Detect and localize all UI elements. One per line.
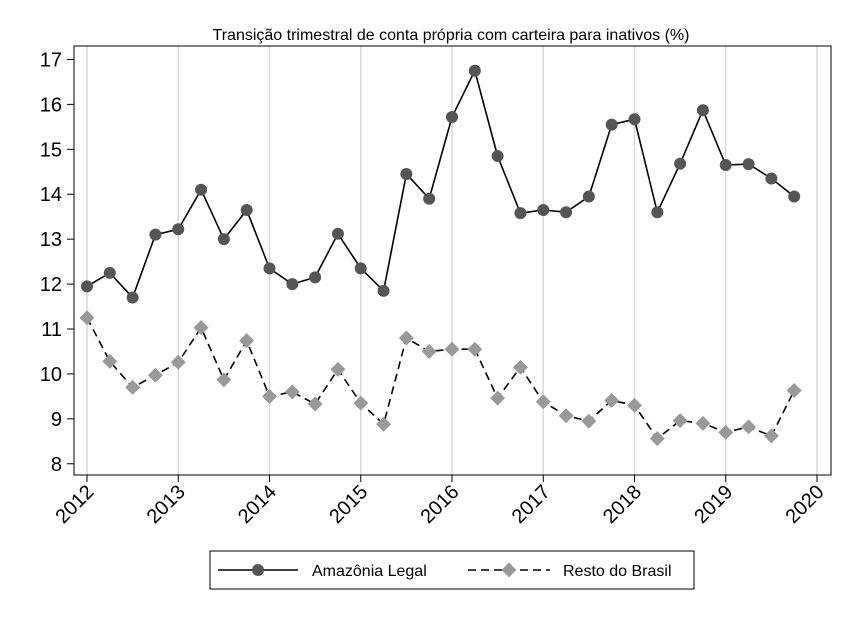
x-tick-label: 2016	[417, 481, 464, 528]
y-tick-label: 17	[40, 49, 62, 71]
legend-marker	[501, 562, 517, 578]
data-point	[149, 228, 162, 241]
series-line	[86, 317, 795, 440]
data-point	[102, 353, 118, 369]
y-tick-label: 16	[40, 94, 62, 116]
series-resto-do-brasil	[79, 310, 802, 447]
x-tick-label: 2020	[782, 481, 829, 528]
data-point	[512, 359, 528, 375]
data-point	[560, 206, 573, 219]
data-point	[491, 150, 504, 163]
data-point	[239, 333, 255, 349]
data-point	[468, 64, 481, 77]
x-tick-label: 2014	[234, 481, 281, 528]
y-tick-label: 13	[40, 229, 62, 251]
series-line	[86, 68, 795, 300]
data-point	[765, 172, 778, 185]
data-point	[719, 159, 732, 172]
y-tick-label: 8	[51, 454, 62, 476]
x-tick-label: 2018	[599, 481, 646, 528]
data-point	[354, 262, 367, 275]
data-point	[627, 397, 642, 413]
data-point	[103, 266, 116, 279]
legend-label: Resto do Brasil	[563, 563, 672, 580]
series-layer	[79, 64, 802, 447]
data-point	[81, 280, 93, 293]
data-point	[217, 233, 230, 246]
data-point	[353, 395, 369, 411]
data-point	[307, 396, 323, 412]
data-point	[674, 157, 687, 170]
data-point	[309, 271, 322, 284]
axes: 2012 2013 2014 2015 2016 2017 2018 2019 2020 8 9 10…	[40, 49, 829, 528]
data-point	[672, 413, 688, 429]
data-point	[400, 168, 413, 181]
data-point	[398, 330, 414, 346]
data-point	[742, 158, 755, 171]
data-point	[240, 203, 253, 216]
data-point	[216, 372, 232, 388]
data-point	[718, 424, 734, 440]
data-point	[535, 394, 551, 410]
data-point	[147, 367, 163, 383]
data-point	[376, 416, 392, 432]
data-point	[628, 113, 641, 126]
data-point	[125, 379, 141, 395]
data-point	[172, 223, 185, 236]
data-point	[649, 431, 665, 447]
series-amazônia-legal	[81, 64, 801, 304]
legend: Amazônia Legal Resto do Brasil	[209, 550, 695, 590]
y-tick-label: 9	[51, 409, 62, 431]
data-point	[558, 408, 574, 424]
data-point	[582, 190, 595, 203]
x-tick-label: 2015	[325, 481, 372, 528]
data-point	[330, 361, 346, 377]
chart-title: Transição trimestral de conta própria co…	[213, 27, 690, 44]
data-point	[377, 284, 390, 297]
data-point	[604, 392, 620, 408]
data-point	[263, 262, 276, 275]
y-tick-label: 11	[41, 319, 62, 341]
x-tick-label: 2019	[690, 481, 737, 528]
data-point	[286, 278, 299, 291]
data-point	[193, 320, 209, 336]
data-point	[467, 341, 483, 357]
y-tick-label: 15	[40, 139, 62, 161]
data-point	[605, 118, 618, 131]
data-point	[490, 390, 506, 406]
data-point	[262, 388, 277, 404]
data-point	[423, 192, 436, 205]
legend-label: Amazônia Legal	[312, 563, 427, 580]
y-tick-label: 14	[40, 184, 62, 206]
data-point	[651, 206, 664, 219]
x-tick-label: 2013	[143, 481, 190, 528]
x-tick-label: 2012	[52, 481, 99, 528]
data-point	[537, 203, 550, 216]
data-point	[331, 227, 344, 240]
data-point	[763, 428, 779, 444]
data-point	[284, 384, 300, 400]
x-tick-label: 2017	[508, 481, 555, 528]
y-tick-label: 10	[40, 364, 62, 386]
data-point	[696, 104, 709, 117]
data-point	[788, 190, 801, 203]
data-point	[170, 354, 186, 370]
data-point	[581, 413, 597, 429]
legend-marker	[252, 564, 264, 576]
data-point	[741, 419, 757, 435]
data-point	[195, 183, 208, 196]
y-tick-label: 12	[40, 274, 62, 296]
data-point	[444, 341, 460, 357]
data-point	[695, 415, 711, 431]
data-point	[514, 207, 527, 220]
data-point	[126, 291, 139, 304]
data-point	[421, 343, 437, 359]
data-point	[446, 110, 458, 123]
data-point	[79, 310, 95, 326]
data-point	[786, 383, 802, 399]
